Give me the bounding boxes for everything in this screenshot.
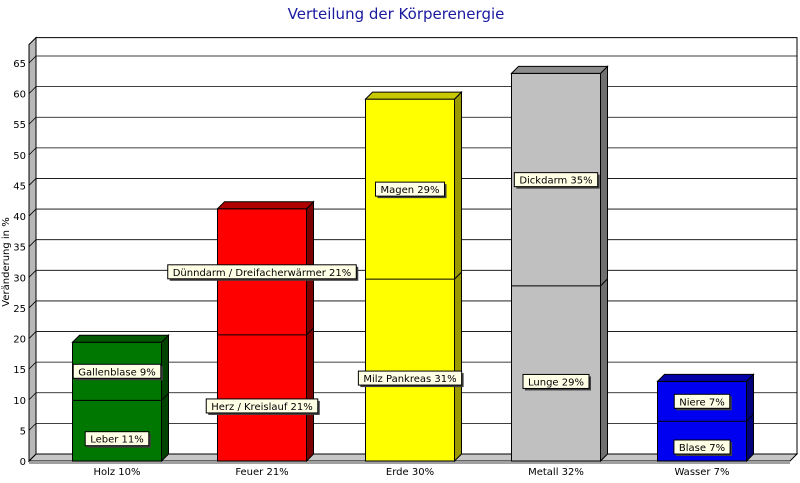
y-tick-label: 55 bbox=[13, 120, 26, 131]
segment-divider-side bbox=[454, 271, 462, 280]
bar-side-face bbox=[600, 65, 608, 463]
bar-4[interactable]: Lunge 29% Dickdarm 35% bbox=[510, 65, 609, 463]
chart-left-wall bbox=[28, 36, 37, 463]
data-label-upper-box bbox=[167, 264, 357, 280]
bar-1[interactable]: Leber 11% Gallenblase 9% bbox=[71, 334, 170, 463]
data-label-upper-box bbox=[375, 181, 445, 197]
bar-top-face bbox=[71, 334, 170, 343]
data-label-lower: Lunge 29% bbox=[522, 373, 591, 391]
bar-front-face[interactable] bbox=[365, 98, 455, 462]
data-label-upper: Magen 29% bbox=[375, 181, 447, 199]
data-label-lower: Blase 7% bbox=[673, 439, 733, 456]
data-label-upper-text: Gallenblase 9% bbox=[78, 367, 156, 378]
data-label-lower-box bbox=[522, 373, 590, 389]
x-tick-label: Erde 30% bbox=[386, 467, 434, 478]
data-label-lower-box bbox=[205, 398, 319, 414]
y-tick-label: 50 bbox=[13, 151, 26, 162]
y-tick-label: 20 bbox=[13, 335, 26, 346]
data-label-lower-text: Lunge 29% bbox=[528, 377, 584, 388]
data-label-lower-text: Milz Pankreas 31% bbox=[363, 374, 456, 385]
bar-top-face bbox=[216, 201, 315, 210]
segment-divider-side bbox=[746, 413, 754, 422]
data-label-lower: Milz Pankreas 31% bbox=[357, 370, 464, 388]
y-tick-label: 35 bbox=[13, 243, 26, 254]
data-label-lower-box bbox=[84, 431, 150, 447]
data-label-upper: Dünndarm / Dreifacherwärmer 21% bbox=[167, 264, 359, 281]
data-label-upper: Gallenblase 9% bbox=[72, 363, 163, 381]
x-tick-label: Metall 32% bbox=[528, 467, 584, 478]
data-label-upper: Niere 7% bbox=[673, 393, 732, 411]
data-label-upper-text: Niere 7% bbox=[679, 397, 725, 408]
bar-3[interactable]: Milz Pankreas 31% Magen 29% bbox=[357, 90, 464, 463]
bar-side-face bbox=[454, 90, 462, 463]
y-tick-label: 40 bbox=[13, 212, 26, 223]
segment-divider-side bbox=[600, 278, 608, 287]
data-label-upper-text: Dünndarm / Dreifacherwärmer 21% bbox=[173, 268, 352, 279]
bar-2[interactable]: Herz / Kreislauf 21% Dünndarm / Dreifache… bbox=[167, 200, 359, 463]
bar-side-face bbox=[161, 334, 169, 463]
chart-title: Verteilung der Körperenergie bbox=[288, 5, 505, 23]
y-axis-label: Veränderung in % bbox=[1, 217, 12, 306]
bar-5[interactable]: Blase 7% Niere 7% bbox=[656, 373, 755, 463]
data-label-upper-text: Dickdarm 35% bbox=[519, 176, 592, 187]
y-tick-label: 15 bbox=[13, 365, 26, 376]
bar-top-face bbox=[364, 91, 463, 100]
data-label-lower-box bbox=[673, 439, 731, 455]
x-tick-label: Holz 10% bbox=[93, 467, 140, 478]
data-label-lower-text: Blase 7% bbox=[679, 443, 725, 454]
x-tick-label: Wasser 7% bbox=[674, 467, 729, 478]
data-label-upper-box bbox=[513, 172, 599, 188]
data-label-upper-box bbox=[673, 393, 731, 409]
y-tick-label: 45 bbox=[13, 181, 26, 192]
segment-divider-side bbox=[161, 393, 169, 401]
bar-front-face[interactable] bbox=[511, 72, 601, 462]
floor-edge bbox=[29, 461, 790, 464]
y-tick-label: 0 bbox=[20, 457, 26, 468]
data-label-lower: Herz / Kreislauf 21% bbox=[205, 398, 320, 415]
data-label-lower-text: Herz / Kreislauf 21% bbox=[211, 402, 313, 413]
data-label-upper-box bbox=[72, 363, 162, 379]
data-label-lower-text: Leber 11% bbox=[90, 435, 144, 446]
data-label-lower: Leber 11% bbox=[84, 431, 151, 448]
y-tick-label: 10 bbox=[13, 396, 26, 407]
data-label-upper: Dickdarm 35% bbox=[513, 172, 600, 189]
x-tick-label: Feuer 21% bbox=[235, 467, 288, 478]
y-tick-label: 30 bbox=[13, 273, 26, 284]
bar-top-face bbox=[656, 373, 755, 382]
gridline bbox=[28, 55, 797, 64]
bar-top-face bbox=[510, 65, 609, 74]
y-tick-label: 25 bbox=[13, 304, 26, 315]
data-label-lower-box bbox=[357, 370, 463, 386]
y-tick-label: 65 bbox=[13, 59, 26, 70]
y-tick-label: 60 bbox=[13, 90, 26, 101]
segment-divider-side bbox=[306, 327, 314, 336]
y-tick-label: 5 bbox=[20, 426, 26, 437]
data-label-upper-text: Magen 29% bbox=[381, 185, 440, 196]
